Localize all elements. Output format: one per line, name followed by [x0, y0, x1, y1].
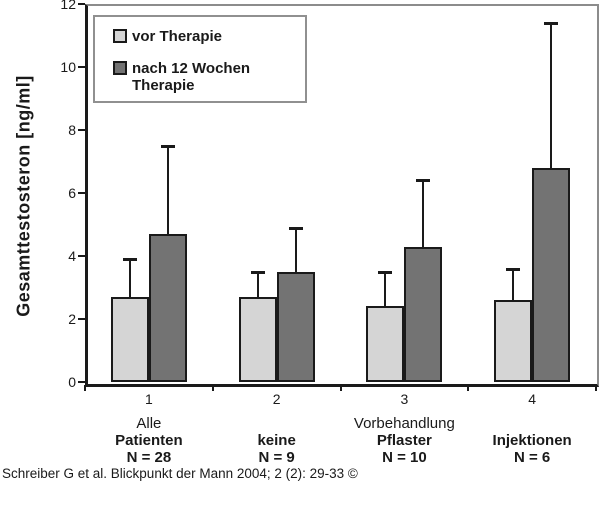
- bar-vor-group-4: [494, 300, 533, 382]
- x-tick-label: 2: [272, 391, 281, 407]
- y-axis-tick: [78, 192, 85, 194]
- x-tick-label: 1: [144, 391, 153, 407]
- y-tick-label: 8: [68, 122, 76, 138]
- legend-label: vor Therapie: [132, 28, 223, 45]
- group-label-group-2: keine N = 9: [202, 415, 352, 466]
- x-axis-tick: [595, 385, 597, 391]
- group-label-line2: Injektionen: [492, 432, 572, 449]
- legend-item-nach-therapie: nach 12 Wochen Therapie: [95, 60, 305, 94]
- y-axis-tick: [78, 3, 85, 5]
- error-bar-stem: [384, 271, 387, 309]
- group-label-line2: keine: [257, 432, 296, 449]
- y-axis-tick: [78, 66, 85, 68]
- y-tick-label: 12: [60, 0, 76, 12]
- y-axis-tick: [78, 255, 85, 257]
- bar-nach-group-3: [404, 246, 443, 382]
- group-label-line3: N = 28: [126, 449, 172, 466]
- error-bar-stem: [512, 268, 515, 303]
- y-axis-tick: [78, 381, 85, 383]
- error-bar-stem: [166, 145, 169, 236]
- error-bar-stem: [422, 180, 425, 249]
- group-label-line3: N = 9: [258, 449, 295, 466]
- y-tick-label: 4: [68, 248, 76, 264]
- error-bar-cap: [160, 144, 175, 148]
- group-label-line2: Patienten: [115, 432, 183, 449]
- legend: vor Therapie nach 12 Wochen Therapie: [93, 15, 307, 103]
- error-bar-stem: [128, 259, 131, 299]
- error-bar-cap: [288, 226, 303, 230]
- legend-swatch-dark-icon: [113, 61, 127, 75]
- group-label-line2: Pflaster: [376, 432, 432, 449]
- x-tick-label: 3: [400, 391, 409, 407]
- legend-item-vor-therapie: vor Therapie: [95, 28, 305, 45]
- bar-nach-group-2: [276, 271, 315, 382]
- error-bar-cap: [506, 267, 521, 271]
- group-label-group-1: Alle Patienten N = 28: [74, 415, 224, 466]
- group-label-line3: N = 10: [382, 449, 427, 466]
- y-tick-label: 10: [60, 59, 76, 75]
- group-label-group-3: Vorbehandlung Pflaster N = 10: [329, 415, 479, 466]
- group-label-line1: Alle: [136, 415, 162, 432]
- group-label-line1: [457, 415, 600, 432]
- y-tick-label: 0: [68, 374, 76, 390]
- error-bar-cap: [122, 258, 137, 262]
- legend-swatch-light-icon: [113, 29, 127, 43]
- y-tick-label: 6: [68, 185, 76, 201]
- group-label-line3: N = 6: [513, 449, 551, 466]
- bar-nach-group-4: [532, 167, 571, 382]
- bar-vor-group-3: [366, 306, 405, 382]
- y-axis-title: Gesamttestosteron [ng/ml]: [13, 75, 34, 317]
- x-axis-tick: [339, 385, 342, 391]
- error-bar-cap: [378, 270, 393, 274]
- plot-area: [85, 4, 599, 387]
- y-tick-label: 2: [68, 311, 76, 327]
- x-axis-tick: [211, 385, 214, 391]
- x-axis-tick: [467, 385, 470, 391]
- group-label-line1: Vorbehandlung: [353, 415, 455, 432]
- error-bar-cap: [416, 179, 431, 183]
- error-bar-stem: [294, 227, 297, 274]
- bar-vor-group-2: [238, 296, 277, 382]
- x-axis-tick: [84, 385, 86, 391]
- legend-label: nach 12 Wochen Therapie: [132, 60, 251, 94]
- x-tick-label: 4: [528, 391, 537, 407]
- bar-vor-group-1: [110, 296, 149, 382]
- y-axis-tick: [78, 318, 85, 320]
- y-axis-tick: [78, 129, 85, 131]
- error-bar-cap: [544, 21, 559, 25]
- bar-nach-group-1: [148, 233, 187, 382]
- source-citation: Schreiber G et al. Blickpunkt der Mann 2…: [2, 466, 358, 481]
- group-label-group-4: Injektionen N = 6: [457, 415, 600, 466]
- error-bar-cap: [250, 270, 265, 274]
- error-bar-stem: [550, 22, 553, 170]
- error-bar-stem: [256, 271, 259, 299]
